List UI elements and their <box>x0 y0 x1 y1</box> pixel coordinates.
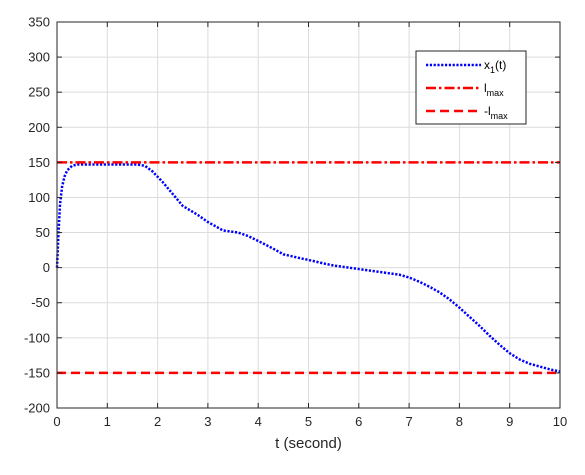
x-tick-label: 7 <box>405 414 412 429</box>
y-tick-label: -150 <box>24 365 50 380</box>
y-tick-label: 150 <box>28 155 50 170</box>
y-tick-label: 200 <box>28 120 50 135</box>
legend-label-0: x1(t) <box>484 58 506 75</box>
x-tick-label: 8 <box>456 414 463 429</box>
y-tick-label: 350 <box>28 15 50 30</box>
x-tick-label: 9 <box>506 414 513 429</box>
y-tick-label: -100 <box>24 330 50 345</box>
x-axis-label: t (second) <box>275 435 342 452</box>
y-tick-label: 300 <box>28 50 50 65</box>
y-tick-label: -200 <box>24 401 50 416</box>
x-tick-label: 1 <box>104 414 111 429</box>
x-tick-label: 2 <box>154 414 161 429</box>
y-tick-label: 0 <box>43 260 50 275</box>
legend: x1(t) lmax -lmax <box>415 50 527 125</box>
x-tick-label: 5 <box>305 414 312 429</box>
series-line-0 <box>55 163 561 373</box>
y-tick-label: -50 <box>31 295 50 310</box>
x-tick-label: 0 <box>53 414 60 429</box>
series-layer <box>55 161 561 375</box>
x-tick-label: 6 <box>355 414 362 429</box>
ticks: 0 1 2 3 4 5 6 7 8 9 10 -200 -150 -100 -50 0 50 100 150 200 2… <box>24 15 567 430</box>
legend-label-2: -lmax <box>484 104 508 121</box>
x-tick-label: 3 <box>204 414 211 429</box>
x-tick-label: 4 <box>255 414 262 429</box>
y-tick-label: 250 <box>28 85 50 100</box>
y-tick-label: 100 <box>28 190 50 205</box>
y-tick-label: 50 <box>36 225 50 240</box>
legend-label-1: lmax <box>484 81 504 98</box>
x-tick-label: 10 <box>553 414 567 429</box>
